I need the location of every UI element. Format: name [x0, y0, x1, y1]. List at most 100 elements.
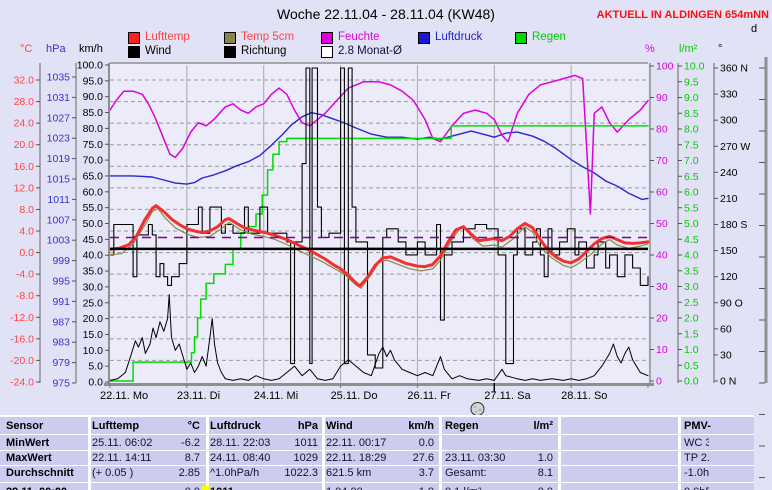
x-axis-day-label: 22.11. Mo [100, 390, 148, 402]
axis-unit-pressure: hPa [46, 43, 66, 55]
alert-marker [202, 486, 209, 490]
series-luftdruck [109, 112, 649, 201]
axis-label-temp: 16.0 [14, 161, 35, 173]
axis-label-direction: 360 N [720, 63, 748, 75]
axis-label-rain: 9.5 [684, 76, 699, 88]
axis-label-humidity: 20 [656, 313, 668, 325]
axis-label-windspeed: 15.0 [83, 329, 104, 341]
legend-color-swatch[interactable] [128, 32, 140, 44]
table-row-divider [0, 434, 754, 435]
full-moon-icon [470, 402, 485, 416]
table-cell-value: 27.6 [412, 452, 434, 464]
axis-label-rain: 8.0 [684, 124, 699, 136]
axis-label-windspeed: 75.0 [83, 139, 104, 151]
axis-label-direction: 30 [720, 349, 732, 361]
axis-label-rain: 7.0 [684, 155, 699, 167]
x-axis-day-label: 26.11. Fr [407, 390, 451, 402]
axis-label-pressure: 1027 [47, 112, 71, 124]
axis-label-humidity: 0 [656, 376, 662, 388]
table-cell-text: (+ 0.05 ) [92, 467, 134, 479]
table-cell-value: 8.1 [537, 467, 553, 479]
table-row-label: Durchschnitt [6, 467, 74, 479]
x-axis-day-label: 24.11. Mi [254, 390, 298, 402]
axis-label-temp: -16.0 [10, 333, 34, 345]
table-cell-text: 23.11. 03:30 [445, 452, 506, 464]
axis-unit-partial: d [751, 23, 757, 35]
axis-label-temp: 8.0 [19, 204, 34, 216]
axis-label-humidity: 80 [656, 124, 668, 136]
axis-label-humidity: 100 [656, 61, 674, 73]
checkbox-icon[interactable] [321, 46, 333, 58]
table-col-unit: hPa [297, 420, 318, 432]
table-col-unit: km/h [408, 420, 434, 432]
axis-label-direction: 150 [720, 245, 738, 257]
table-row-divider [0, 482, 754, 483]
axis-label-pressure: 1035 [47, 72, 71, 84]
legend-color-swatch[interactable] [515, 32, 527, 44]
table-col-header: Luftdruck [210, 420, 261, 432]
axis-label-windspeed: 45.0 [83, 234, 104, 246]
axis-label-rain: 0.0 [684, 376, 699, 388]
axis-label-pressure: 1031 [47, 92, 71, 104]
legend-color-swatch[interactable] [321, 32, 333, 44]
table-cell-value: 1022.3 [284, 467, 318, 479]
table-cell-text: ^1.0hPa/h [210, 467, 260, 479]
axis-label-temp: -8.0 [16, 290, 34, 302]
axis-label-humidity: 70 [656, 155, 668, 167]
axis-label-rain: 9.0 [684, 92, 699, 104]
axis-unit-temp: °C [20, 43, 33, 55]
axis-label-temp: 12.0 [14, 182, 35, 194]
legend-color-swatch[interactable] [224, 32, 236, 44]
axis-label-pressure: 999 [52, 255, 70, 267]
axis-label-pressure: 1023 [47, 133, 71, 145]
table-cell-text: Gesamt: [445, 467, 487, 479]
x-axis-day-label: 27.11. Sa [484, 390, 531, 402]
axis-label-rain: 1.5 [684, 328, 699, 340]
axis-label-temp: -20.0 [10, 355, 34, 367]
table-cell-value: 8.7 [184, 452, 200, 464]
page-title: Woche 22.11.04 - 28.11.04 (KW48) [277, 6, 495, 22]
axis-label-temp: 24.0 [14, 118, 35, 130]
table-cell-value: 0.0 [418, 437, 434, 449]
legend-color-swatch[interactable] [418, 32, 430, 44]
axis-label-temp: 0.0 [19, 247, 34, 259]
legend-color-swatch[interactable] [224, 46, 236, 58]
status-badge: AKTUELL IN ALDINGEN 654mNN [596, 9, 769, 21]
axis-label-pressure: 1003 [47, 235, 71, 247]
table-cell-text: TP 2.0 °C [684, 452, 709, 464]
axis-label-rain: 6.0 [684, 187, 699, 199]
legend-label: 2.8 Monat-Ø [338, 45, 402, 57]
axis-label-temp: 20.0 [14, 139, 35, 151]
axis-label-windspeed: 100.0 [77, 60, 103, 72]
axis-label-direction: 330 [720, 89, 738, 101]
table-row-divider [0, 465, 754, 466]
series-lufttemp [108, 204, 650, 288]
axis-label-direction: 0 N [720, 376, 736, 388]
axis-label-rain: 5.0 [684, 218, 699, 230]
legend-color-swatch[interactable] [128, 46, 140, 58]
x-axis-day-label: 28.11. So [561, 390, 607, 402]
axis-label-pressure: 995 [52, 276, 70, 288]
table-row-label: MaxWert [6, 452, 52, 464]
table-row-label: MinWert [6, 437, 50, 449]
axis-label-humidity: 30 [656, 281, 668, 293]
table-cell-text: 621.5 km [326, 467, 372, 479]
axis-label-rain: 4.0 [684, 250, 699, 262]
table-cell-value: -6.2 [181, 437, 200, 449]
axis-label-windspeed: 95.0 [83, 75, 104, 87]
axis-label-temp: -24.0 [10, 377, 34, 389]
axis-label-windspeed: 5.0 [88, 361, 103, 373]
table-cell-value: 0.0 [497, 486, 553, 490]
axis-label-windspeed: 55.0 [83, 202, 104, 214]
chart-plot[interactable] [110, 65, 648, 382]
axis-label-pressure: 975 [52, 378, 70, 390]
axis-label-temp: -12.0 [10, 312, 34, 324]
moon-crater [475, 411, 477, 413]
axis-label-rain: 0.5 [684, 360, 699, 372]
axis-label-pressure: 1015 [47, 174, 71, 186]
table-cell-text: 25.11. 06:02 [92, 437, 153, 449]
table-col-header: Wind [326, 420, 353, 432]
axis-label-windspeed: 35.0 [83, 266, 104, 278]
table-cell-alert: 1011 [210, 486, 280, 490]
